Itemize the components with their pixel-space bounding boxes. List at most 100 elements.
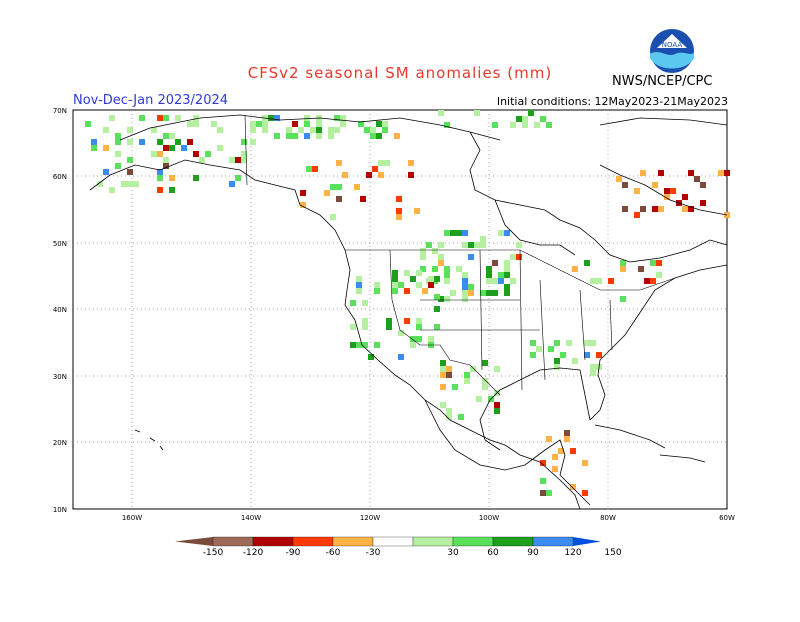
legend-label: 150: [604, 548, 621, 558]
lon-tick-label: 60W: [719, 514, 735, 522]
anomaly-cell: [374, 282, 380, 288]
color-legend: -150 -120 -90 -60 -30 30 60 90 120 150: [175, 536, 622, 558]
anomaly-cell: [724, 170, 730, 176]
anomaly-cell: [584, 340, 590, 346]
noaa-logo-icon: NOAA: [650, 29, 694, 73]
anomaly-cell: [438, 110, 444, 116]
anomaly-cell: [181, 145, 187, 151]
anomaly-cell: [163, 145, 169, 151]
anomaly-cell: [157, 187, 163, 193]
anomaly-cell: [492, 290, 498, 296]
anomaly-cell: [398, 330, 404, 336]
anomaly-cell: [304, 115, 310, 121]
anomaly-cell: [384, 160, 390, 166]
anomaly-cell: [656, 272, 662, 278]
anomaly-cell: [634, 188, 640, 194]
anomaly-cell: [362, 324, 368, 330]
anomaly-cell: [652, 206, 658, 212]
anomaly-cell: [656, 260, 662, 266]
lat-tick-label: 50N: [53, 240, 67, 248]
anomaly-cell: [217, 127, 223, 133]
lon-tick-label: 160W: [122, 514, 142, 522]
anomaly-cell: [504, 260, 510, 266]
anomaly-cell: [410, 276, 416, 282]
anomaly-cell: [324, 190, 330, 196]
anomaly-cell: [480, 242, 486, 248]
anomaly-cell: [494, 408, 500, 414]
anomaly-cell: [428, 282, 434, 288]
anomaly-cell: [356, 342, 362, 348]
anomaly-cell: [546, 490, 552, 496]
legend-swatch: [372, 536, 414, 547]
anomaly-cell: [286, 127, 292, 133]
anomaly-cell: [482, 360, 488, 366]
anomaly-cell: [546, 122, 552, 128]
lat-tick-label: 60N: [53, 173, 67, 181]
lat-tick-label: 10N: [53, 506, 67, 514]
anomaly-cell: [492, 278, 498, 284]
anomaly-cell: [364, 127, 370, 133]
anomaly-cell: [492, 260, 498, 266]
anomaly-cell: [312, 166, 318, 172]
anomaly-cell: [268, 115, 274, 121]
anomaly-cell: [286, 133, 292, 139]
anomaly-cell: [480, 236, 486, 242]
anomaly-cell: [474, 242, 480, 248]
legend-swatch: [532, 536, 574, 547]
anomaly-cell: [336, 196, 342, 202]
anomaly-cell: [376, 133, 382, 139]
legend-label: -30: [366, 548, 381, 558]
anomaly-cell: [151, 151, 157, 157]
initial-conditions-label: Initial conditions: 12May2023-21May2023: [496, 95, 728, 108]
anomaly-cell: [91, 145, 97, 151]
anomaly-cell: [516, 242, 522, 248]
anomaly-cell: [462, 272, 468, 278]
coastlines: [89, 114, 728, 510]
anomaly-cell: [426, 242, 432, 248]
anomaly-cell: [516, 254, 522, 260]
anomaly-cell: [414, 208, 420, 214]
anomaly-cell: [540, 478, 546, 484]
anomaly-cell: [434, 306, 440, 312]
anomaly-cell: [462, 242, 468, 248]
anomaly-cell: [590, 340, 596, 346]
anomaly-cell: [444, 122, 450, 128]
anomaly-cell: [328, 133, 334, 139]
anomaly-cell: [584, 352, 590, 358]
anomaly-cell: [274, 133, 280, 139]
anomaly-cell: [462, 296, 468, 302]
anomaly-cell: [444, 272, 450, 278]
anomaly-cell: [169, 175, 175, 181]
anomaly-cell: [476, 396, 482, 402]
anomaly-cell: [590, 364, 596, 370]
anomaly-cell: [298, 127, 304, 133]
anomaly-cell: [420, 266, 426, 272]
lon-tick-label: 140W: [241, 514, 261, 522]
anomaly-cell: [446, 372, 452, 378]
lon-tick-label: 120W: [360, 514, 380, 522]
anomaly-cell: [241, 157, 247, 163]
anomaly-cell: [428, 336, 434, 342]
anomaly-cell: [584, 260, 590, 266]
anomaly-cell: [438, 254, 444, 260]
anomaly-cell: [468, 242, 474, 248]
anomaly-cell: [394, 133, 400, 139]
anomaly-cell: [396, 214, 402, 220]
anomaly-cell: [199, 157, 205, 163]
anomaly-cell: [378, 160, 384, 166]
anomaly-cell: [139, 139, 145, 145]
anomaly-cell: [438, 242, 444, 248]
anomaly-cell: [420, 254, 426, 260]
anomaly-cell: [193, 115, 199, 121]
anomaly-cell: [354, 184, 360, 190]
anomaly-cell: [382, 127, 388, 133]
legend-label: 90: [527, 548, 539, 558]
anomaly-cell: [398, 282, 404, 288]
anomaly-cell: [169, 187, 175, 193]
season-label: Nov-Dec-Jan 2023/2024: [73, 93, 229, 108]
anomaly-cell: [404, 318, 410, 324]
anomaly-cell: [682, 194, 688, 200]
anomaly-cell: [229, 157, 235, 163]
anomaly-cell: [622, 206, 628, 212]
anomaly-cell: [386, 324, 392, 330]
